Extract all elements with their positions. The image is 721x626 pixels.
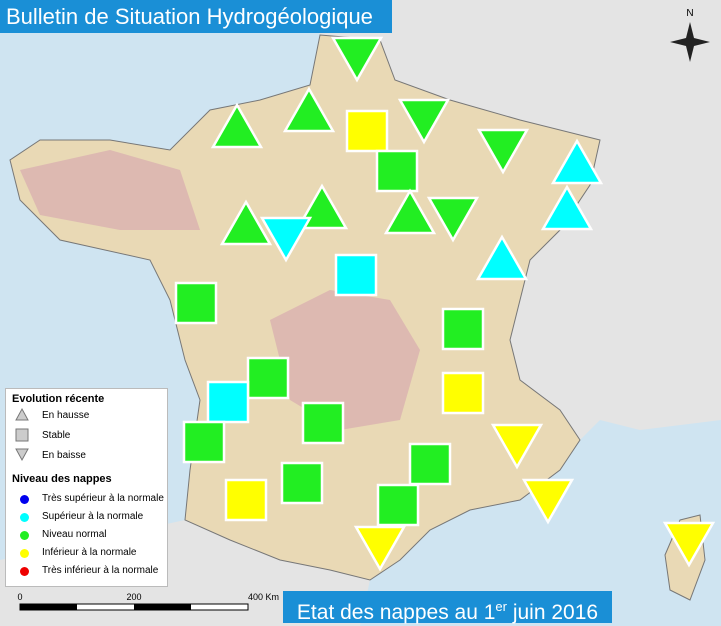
marker-stable — [408, 442, 452, 486]
marker-down — [662, 521, 716, 568]
marker-stable — [441, 307, 485, 351]
scale-segment — [134, 604, 191, 610]
scale-segment — [20, 604, 77, 610]
legend-dot — [20, 549, 29, 558]
marker-stable — [224, 478, 268, 522]
legend-item: En hausse — [42, 410, 90, 421]
scale-label: 200 — [126, 592, 141, 602]
massif — [20, 150, 420, 430]
marker-down — [259, 216, 313, 263]
legend-item: Inférieur à la normale — [42, 547, 137, 558]
marker-stable — [334, 253, 378, 297]
marker-down — [490, 423, 544, 470]
marker-down — [521, 478, 575, 525]
legend-item: Stable — [42, 430, 71, 441]
scale-label: 400 Km — [248, 592, 279, 602]
marker-down — [330, 36, 384, 83]
marker-stable — [375, 149, 419, 193]
marker-up — [210, 102, 264, 149]
marker-stable — [441, 371, 485, 415]
marker-stable — [182, 420, 226, 464]
marker-stable — [376, 483, 420, 527]
marker-up — [383, 188, 437, 235]
legend-down — [15, 448, 29, 462]
compass: N — [670, 8, 710, 62]
legend: Evolution récente En hausse Stable En ba… — [5, 388, 168, 587]
legend-dot — [20, 513, 29, 522]
legend-item: Niveau normal — [42, 529, 107, 540]
marker-stable — [345, 109, 389, 153]
legend-item: Supérieur à la normale — [42, 511, 144, 522]
marker-up — [219, 199, 273, 246]
marker-stable — [246, 356, 290, 400]
marker-down — [353, 525, 407, 572]
footer-date: juin 2016 — [506, 601, 599, 624]
scale-label: 0 — [17, 592, 22, 602]
marker-stable — [174, 281, 218, 325]
marker-up — [550, 138, 604, 185]
legend-heading: Evolution récente — [12, 393, 105, 405]
marker-up — [282, 86, 336, 133]
legend-stable — [15, 428, 29, 442]
marker-stable — [206, 380, 250, 424]
footer-text: Etat des nappes au 1 — [296, 601, 496, 624]
legend-item: Très supérieur à la normale — [42, 493, 164, 504]
marker-down — [426, 196, 480, 243]
footer-superscript: er — [495, 599, 507, 614]
marker-stable — [280, 461, 324, 505]
legend-dot — [20, 495, 29, 504]
legend-dot — [20, 531, 29, 540]
legend-heading: Niveau des nappes — [12, 473, 112, 485]
scale-bar: 0 200 400 Km — [17, 592, 279, 611]
marker-stable — [301, 401, 345, 445]
footer: Etat des nappes au 1er juin 2016 — [283, 591, 612, 624]
legend-symbols — [15, 407, 29, 462]
marker-up — [540, 184, 594, 231]
marker-up — [475, 234, 529, 281]
marker-down — [476, 128, 530, 175]
legend-dot — [20, 567, 29, 576]
compass-label: N — [686, 8, 693, 19]
legend-item: En baisse — [42, 450, 86, 461]
marker-down — [397, 98, 451, 145]
legend-item: Très inférieur à la normale — [42, 565, 159, 576]
markers — [174, 36, 716, 572]
neighbour-land — [300, 0, 721, 440]
compass-rose — [670, 22, 710, 62]
title: Bulletin de Situation Hydrogéologique — [0, 0, 392, 33]
legend-up — [15, 407, 29, 421]
